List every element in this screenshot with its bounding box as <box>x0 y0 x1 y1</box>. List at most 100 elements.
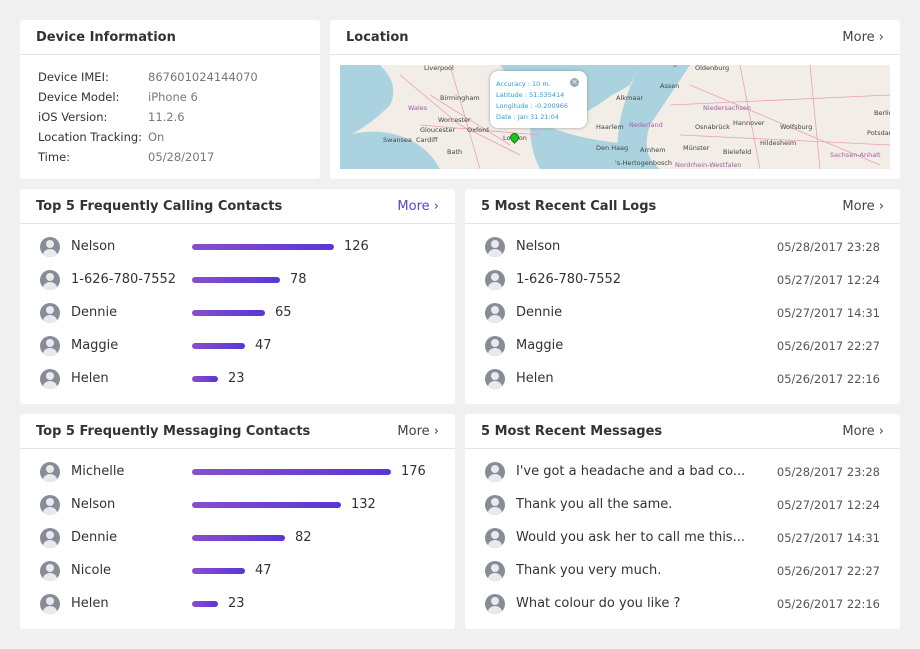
info-row: Device Model: iPhone 6 <box>38 87 302 107</box>
more-link[interactable]: More › <box>842 423 884 439</box>
contact-row[interactable]: Nelson 132 <box>20 488 455 521</box>
contact-name: Nelson <box>71 239 116 254</box>
info-row: Location Tracking: On <box>38 127 302 147</box>
avatar-icon <box>40 269 60 290</box>
count-bar <box>192 276 280 283</box>
contact-row[interactable]: Helen 23 <box>20 362 455 395</box>
list-item[interactable]: Thank you very much. 05/26/2017 22:27 <box>465 554 900 587</box>
info-label: Device Model: <box>38 90 120 104</box>
avatar-icon <box>40 368 60 389</box>
map-place-label: Bath <box>447 148 463 156</box>
info-value: 11.2.6 <box>148 110 185 124</box>
map-place-label: Nederland <box>629 121 663 129</box>
count-bar <box>192 468 391 475</box>
map-place-label: Hannover <box>733 119 765 127</box>
more-link[interactable]: More › <box>842 29 884 45</box>
info-row: Device IMEI: 867601024144070 <box>38 67 302 87</box>
map-place-label: Leipzig <box>802 168 825 169</box>
contact-row[interactable]: Dennie 82 <box>20 521 455 554</box>
more-link[interactable]: More › <box>842 198 884 214</box>
count-bar <box>192 243 334 250</box>
list-item[interactable]: What colour do you like ? 05/26/2017 22:1… <box>465 587 900 620</box>
info-value: 867601024144070 <box>148 70 258 84</box>
info-row: Time: 05/28/2017 <box>38 147 302 167</box>
info-label: Location Tracking: <box>38 130 143 144</box>
timestamp: 05/27/2017 12:24 <box>776 272 880 287</box>
map-place-label: Alkmaar <box>616 94 643 102</box>
map-place-label: Oldenburg <box>695 65 730 72</box>
list-item[interactable]: Maggie 05/26/2017 22:27 <box>465 329 900 362</box>
contact-row[interactable]: Nicole 47 <box>20 554 455 587</box>
list-item[interactable]: Nelson 05/28/2017 23:28 <box>465 230 900 263</box>
messaging-contacts-card: Top 5 Frequently Messaging Contacts More … <box>20 414 455 629</box>
avatar-icon <box>40 527 60 548</box>
message-text: What colour do you like ? <box>516 596 681 611</box>
map-place-label: Cardiff <box>416 136 438 144</box>
timestamp: 05/28/2017 23:28 <box>776 464 880 479</box>
map-place-label: Assen <box>660 82 680 90</box>
card-title: Top 5 Frequently Messaging Contacts <box>36 423 311 439</box>
map-place-label: Den Haag <box>596 144 629 152</box>
list-item[interactable]: 1-626-780-7552 05/27/2017 12:24 <box>465 263 900 296</box>
map-place-label: Potsdam <box>867 129 890 137</box>
contact-row[interactable]: Michelle 176 <box>20 455 455 488</box>
contact-name: Nicole <box>71 563 112 578</box>
list-item[interactable]: Helen 05/26/2017 22:16 <box>465 362 900 395</box>
close-icon[interactable]: × <box>570 78 579 87</box>
timestamp: 05/26/2017 22:27 <box>776 338 880 353</box>
avatar-icon <box>485 368 505 389</box>
timestamp: 05/27/2017 12:24 <box>776 497 880 512</box>
more-link[interactable]: More › <box>397 198 439 214</box>
contact-name: Michelle <box>71 464 125 479</box>
list-item[interactable]: Thank you all the same. 05/27/2017 12:24 <box>465 488 900 521</box>
count-value: 23 <box>228 596 245 611</box>
map-place-label: Münster <box>683 144 710 152</box>
count-bar <box>192 567 245 574</box>
map-place-label: Haarlem <box>596 123 624 131</box>
message-text: Thank you all the same. <box>516 497 673 512</box>
map-place-label: Hildesheim <box>760 139 797 147</box>
map-place-label: Bielefeld <box>723 148 752 156</box>
contact-name: Dennie <box>71 530 118 545</box>
timestamp: 05/27/2017 14:31 <box>776 530 880 545</box>
info-label: iOS Version: <box>38 110 108 124</box>
contact-name: Helen <box>71 596 109 611</box>
message-text: I've got a headache and a bad co... <box>516 464 746 479</box>
avatar-icon <box>485 527 505 548</box>
contact-name: Maggie <box>71 338 119 353</box>
count-value: 78 <box>290 272 307 287</box>
count-value: 132 <box>351 497 376 512</box>
contact-name: 1-626-780-7552 <box>71 272 177 287</box>
avatar-icon <box>485 593 505 614</box>
contact-name: Maggie <box>516 338 564 353</box>
list-item[interactable]: Would you ask her to call me this... 05/2… <box>465 521 900 554</box>
location-map[interactable]: Liverpool Birmingham Wales Worcester Oxford G… <box>340 65 890 169</box>
info-label: Device IMEI: <box>38 70 109 84</box>
map-place-label: Oxford <box>467 126 489 134</box>
avatar-icon <box>485 461 505 482</box>
contact-name: Helen <box>516 371 554 386</box>
avatar-icon <box>40 593 60 614</box>
contact-row[interactable]: Maggie 47 <box>20 329 455 362</box>
list-item[interactable]: I've got a headache and a bad co... 05/28… <box>465 455 900 488</box>
count-value: 82 <box>295 530 312 545</box>
list-item[interactable]: Dennie 05/27/2017 14:31 <box>465 296 900 329</box>
map-place-label: Niedersachsen <box>703 104 752 112</box>
count-value: 126 <box>344 239 369 254</box>
contact-row[interactable]: 1-626-780-7552 78 <box>20 263 455 296</box>
timestamp: 05/28/2017 23:28 <box>776 239 880 254</box>
avatar-icon <box>485 494 505 515</box>
map-place-label: 's-Hertogenbosch <box>615 159 673 167</box>
calling-contacts-card: Top 5 Frequently Calling Contacts More › … <box>20 189 455 404</box>
map-place-label: Arnhem <box>640 146 666 154</box>
call-logs-card: 5 Most Recent Call Logs More › Nelson 05/2… <box>465 189 900 404</box>
message-text: Thank you very much. <box>516 563 662 578</box>
contact-row[interactable]: Helen 23 <box>20 587 455 620</box>
avatar-icon <box>485 269 505 290</box>
more-link[interactable]: More › <box>397 423 439 439</box>
card-title: 5 Most Recent Call Logs <box>481 198 657 214</box>
contact-row[interactable]: Dennie 65 <box>20 296 455 329</box>
map-place-label: Gloucester <box>420 126 456 134</box>
contact-row[interactable]: Nelson 126 <box>20 230 455 263</box>
avatar-icon <box>40 335 60 356</box>
